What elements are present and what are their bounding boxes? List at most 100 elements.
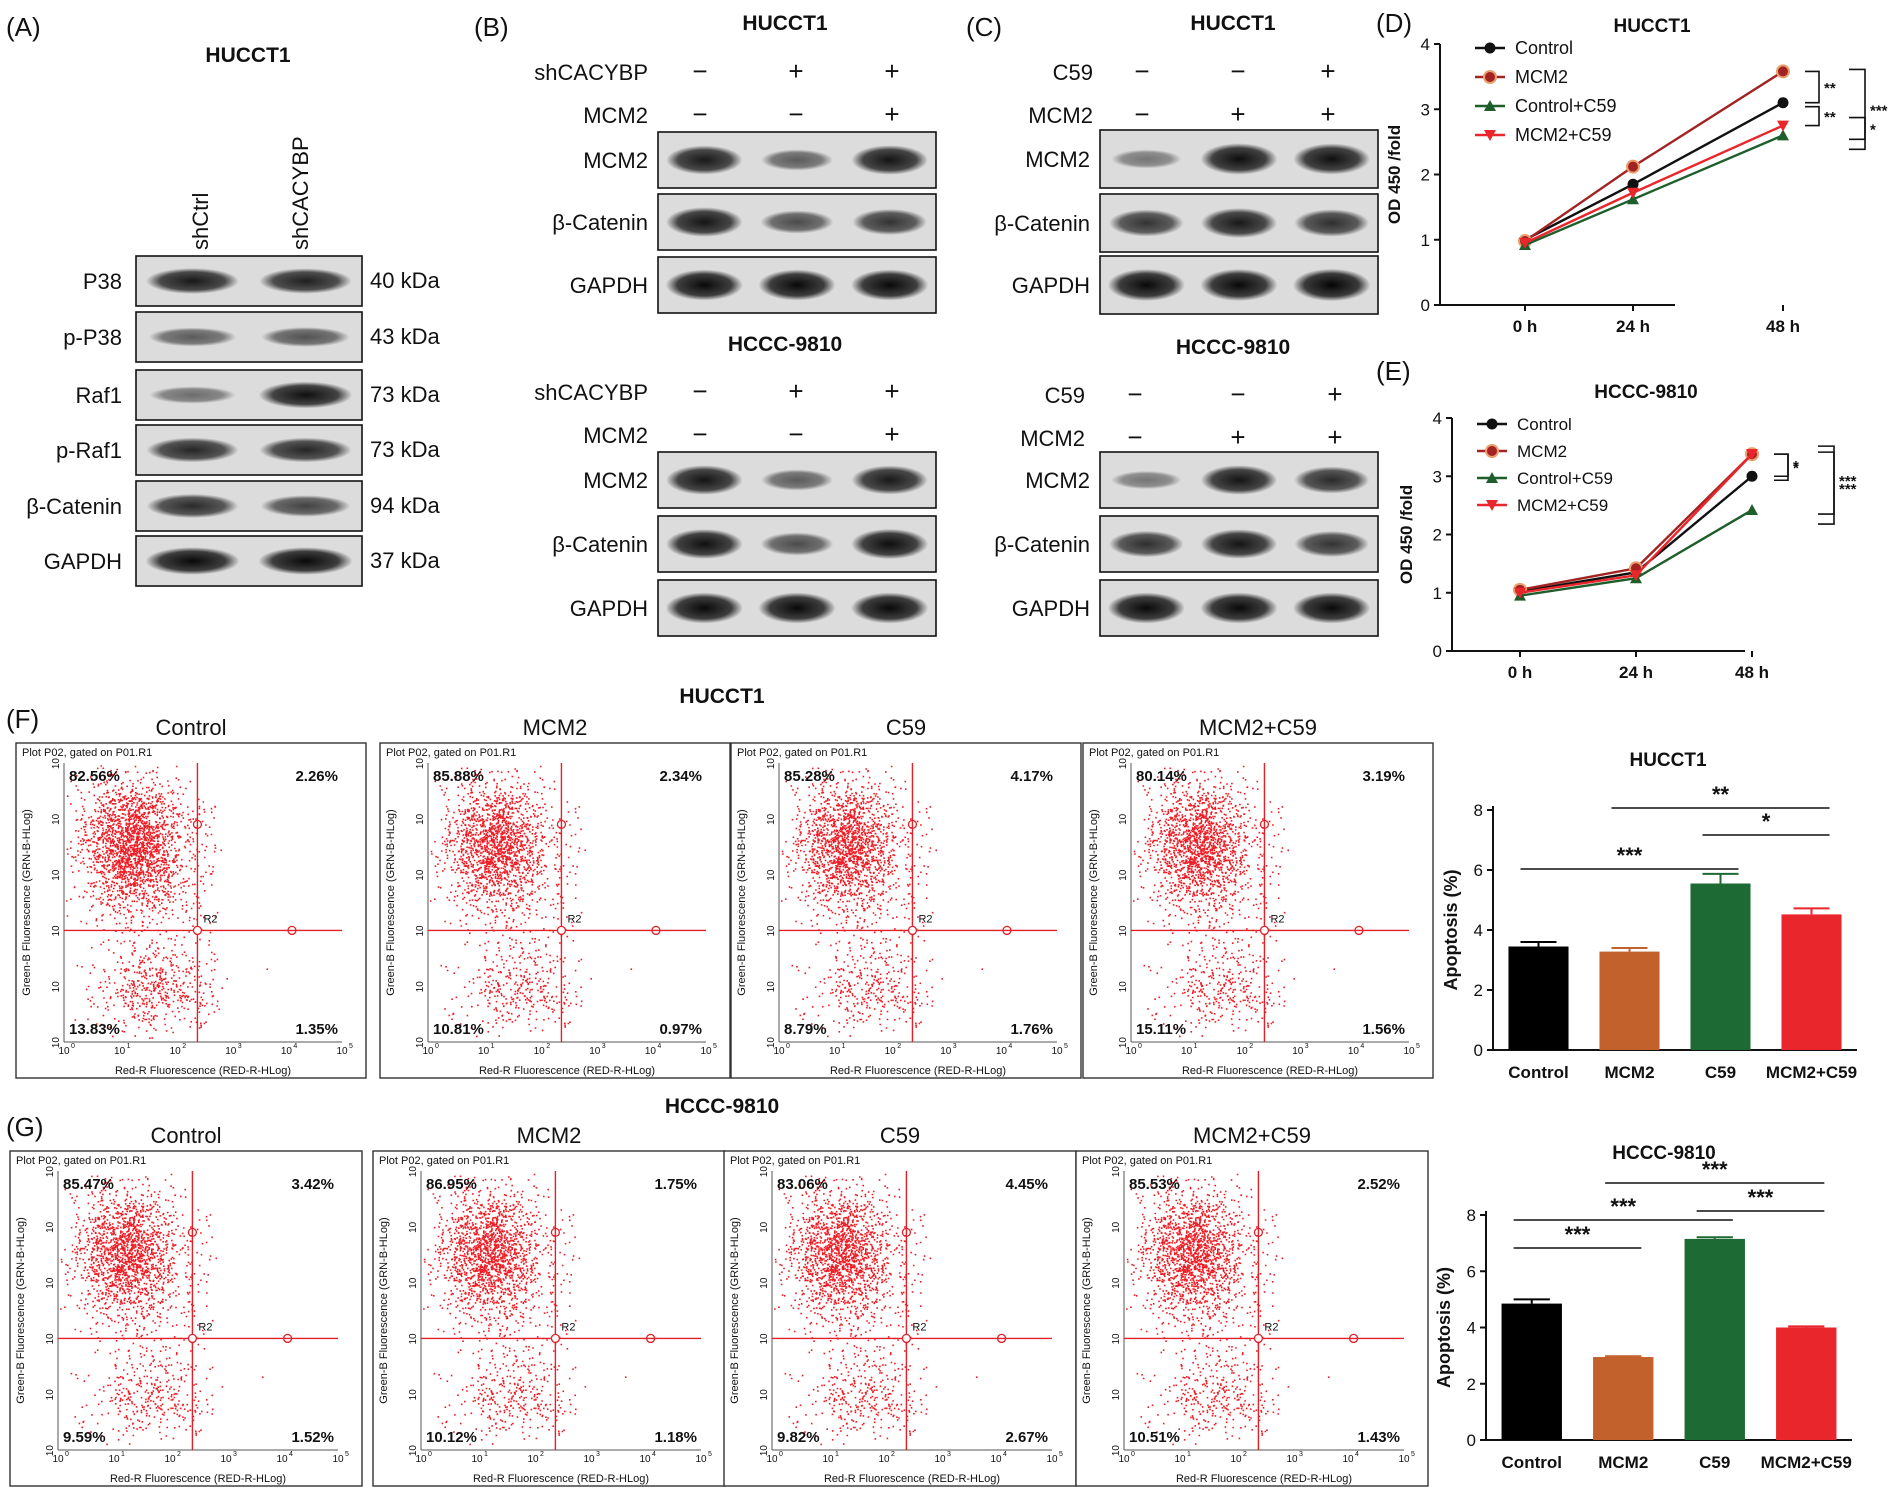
y-tick-label: 10 (45, 1445, 56, 1457)
panel-f: (F) HUCCT1 Control Plot P02, gated on P01.R… (6, 685, 1434, 1079)
treatment-sign: − (788, 99, 803, 129)
x-tick-exponent: 4 (1360, 1043, 1364, 1050)
y-tick-label: 10 (1111, 1277, 1122, 1289)
blot-band (851, 269, 929, 301)
significance-bracket (1849, 68, 1866, 151)
gate-handle (1253, 1333, 1264, 1344)
significance-label: *** (1748, 1185, 1774, 1210)
row-label: GAPDH (1012, 273, 1090, 298)
data-point (1484, 130, 1496, 141)
y-tick-label: 10 (415, 1037, 426, 1049)
blot-strip (135, 255, 363, 307)
gate-handle (996, 1333, 1007, 1344)
row-label: GAPDH (570, 273, 648, 298)
y-tick-label: 4 (1421, 35, 1430, 54)
x-tick-exponent: 2 (897, 1043, 901, 1050)
x-tick-label: 10 (645, 1046, 657, 1057)
x-tick-label: 10 (878, 1454, 890, 1465)
panel-c-letter: (C) (966, 12, 1002, 42)
x-tick-label: 10 (478, 1046, 490, 1057)
row-label: GAPDH (570, 596, 648, 621)
treatment-sign: − (1134, 56, 1149, 86)
blot-band (259, 268, 352, 294)
plot-header: Plot P02, gated on P01.R1 (730, 1155, 860, 1167)
blot-band (1200, 268, 1278, 302)
y-tick-label: 0 (1474, 1041, 1483, 1060)
blot-strip (1099, 451, 1379, 509)
treatment-label: shCACYBP (534, 60, 648, 85)
x-tick-exponent: 1 (491, 1043, 495, 1050)
y-tick-label: 10 (408, 1389, 419, 1401)
x-tick-exponent: 3 (947, 1451, 951, 1458)
x-tick-exponent: 2 (1249, 1043, 1253, 1050)
y-tick-label: 10 (1118, 813, 1129, 825)
significance-bracket (1774, 453, 1789, 482)
x-tick-label: 10 (1348, 1046, 1360, 1057)
significance-bracket (1774, 453, 1789, 478)
data-point (1486, 472, 1498, 483)
blot-strip (1099, 515, 1379, 573)
y-tick-label: 10 (759, 1389, 770, 1401)
treatment-sign: + (1230, 422, 1245, 452)
quadrant-ll-percent: 10.81% (433, 1021, 484, 1038)
blot-band (1293, 143, 1371, 175)
plot-title: C59 (886, 715, 926, 740)
treatment-sign: − (692, 419, 707, 449)
x-tick-exponent: 3 (953, 1043, 957, 1050)
significance-label: * (1870, 121, 1876, 138)
gate-handle (282, 1333, 293, 1344)
y-tick-label: 10 (408, 1221, 419, 1233)
x-axis-label: Red-R Fluorescence (RED-R-HLog) (473, 1473, 649, 1485)
x-tick-label: 10 (527, 1454, 539, 1465)
x-tick-exponent: 0 (428, 1451, 432, 1458)
quadrant-ll-percent: 13.83% (69, 1021, 120, 1038)
chart-title: HUCCT1 (1613, 16, 1690, 37)
x-tick-exponent: 4 (652, 1451, 656, 1458)
blot-band (1200, 592, 1278, 624)
quadrant-ll-percent: 10.51% (1129, 1429, 1180, 1446)
panel-g-title: HCCC-9810 (665, 1095, 779, 1118)
y-tick-label: 2 (1421, 166, 1430, 185)
treatment-label: shCACYBP (534, 380, 648, 405)
plot-header: Plot P02, gated on P01.R1 (386, 747, 516, 759)
x-tick-exponent: 3 (1299, 1451, 1303, 1458)
y-axis-label: OD 450 /fold (1385, 125, 1404, 224)
event-dots (430, 765, 633, 1038)
gate-handle (907, 925, 918, 936)
x-tick-exponent: 0 (1131, 1451, 1135, 1458)
gate-label: R2 (918, 913, 932, 925)
x-tick-label: 10 (822, 1454, 834, 1465)
lane-label: shCACYBP (288, 136, 313, 250)
row-label: Raf1 (76, 383, 122, 408)
quadrant-ll-percent: 10.12% (426, 1429, 477, 1446)
x-tick-exponent: 0 (71, 1043, 75, 1050)
y-tick-label: 10 (415, 813, 426, 825)
data-point (1627, 193, 1639, 205)
gate-handle (1259, 819, 1270, 830)
x-tick-label: MCM2 (1604, 1063, 1654, 1082)
treatment-label: MCM2 (583, 103, 648, 128)
y-tick-label: 10 (766, 925, 777, 937)
y-tick-label: 10 (1111, 1221, 1122, 1233)
blot-band (1294, 209, 1370, 237)
x-tick-label: MCM2+C59 (1761, 1453, 1852, 1472)
blot-band (1294, 466, 1370, 494)
data-point (1777, 129, 1789, 141)
growth-chart-d: (D) HUCCT1 0 1 2 3 4 0 h 24 h 48 h OD 450 /fold Con… (1376, 8, 1888, 336)
row-label: β-Catenin (26, 494, 122, 519)
quadrant-ul-percent: 85.53% (1129, 1176, 1180, 1193)
treatment-sign: − (692, 56, 707, 86)
y-axis-label: OD 450 /fold (1397, 485, 1416, 584)
y-tick-label: 10 (1118, 758, 1129, 770)
panel-c: (C) HUCCT1 C59 − − + MCM2 − + + MCM2 β-Catenin GAPDH… (966, 12, 1379, 637)
quadrant-lr-percent: 1.35% (295, 1021, 338, 1038)
blot-strip (657, 256, 937, 314)
y-tick-label: 3 (1421, 100, 1430, 119)
molecular-weight: 94 kDa (370, 493, 440, 518)
row-label: β-Catenin (994, 532, 1090, 557)
gate-handle (907, 819, 918, 830)
plot-title: C59 (880, 1123, 920, 1148)
y-tick-label: 0 (1421, 296, 1430, 315)
